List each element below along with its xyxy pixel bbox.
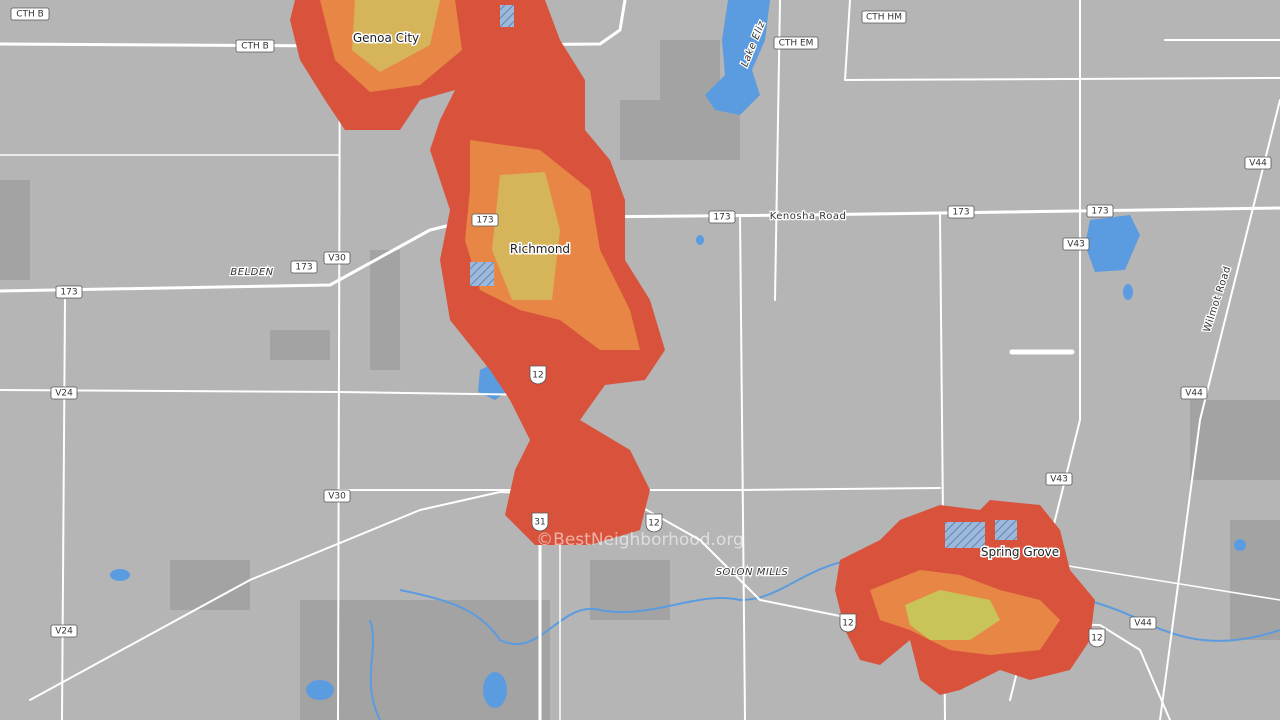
shield-label: 173 — [60, 288, 77, 298]
shield — [1045, 472, 1073, 486]
shields: CTH B CTH B CTH EM CTH HM V30 V30 V24 V24 V43 V43… — [10, 7, 1272, 648]
shield-label: 173 — [1091, 207, 1108, 217]
shield — [10, 7, 50, 21]
shield — [1086, 204, 1114, 218]
shield — [290, 260, 318, 274]
shield-label: CTH B — [241, 42, 269, 52]
road-label: Wilmot Road — [1202, 265, 1234, 334]
road-label: Kenosha Road — [770, 211, 847, 222]
place-labels: Genoa City Richmond Spring Grove — [351, 30, 1060, 561]
shield-label: 173 — [476, 216, 493, 226]
shield-label: 12 — [648, 519, 659, 529]
shield — [1088, 628, 1106, 648]
shield-label: CTH HM — [866, 13, 902, 23]
heatmap — [290, 0, 1095, 695]
shield-label: V24 — [55, 627, 73, 637]
road-label: BELDEN — [230, 267, 273, 278]
road-label: SOLON MILLS — [716, 567, 789, 578]
shield-label: V44 — [1185, 389, 1203, 399]
shield-label: CTH EM — [779, 39, 814, 49]
shield — [531, 512, 549, 532]
shield-label: 12 — [842, 619, 853, 629]
place-label: Richmond — [510, 242, 570, 256]
shield — [529, 365, 547, 385]
shield-label: V44 — [1134, 619, 1152, 629]
shield-label: 12 — [1091, 634, 1102, 644]
shield-label: 173 — [295, 263, 312, 273]
shield — [50, 624, 78, 638]
shield — [1244, 156, 1272, 170]
shield-label: V30 — [328, 492, 346, 502]
shield — [839, 613, 857, 633]
shield — [861, 10, 907, 24]
shield-label: 12 — [532, 371, 543, 381]
shield-label: V24 — [55, 389, 73, 399]
watermark: ©BestNeighborhood.org — [536, 530, 744, 550]
shield-label: 31 — [534, 518, 545, 528]
shield-label: CTH B — [16, 10, 44, 20]
shield — [947, 205, 975, 219]
shield-label: V30 — [328, 254, 346, 264]
shield-label: V43 — [1050, 475, 1068, 485]
shield — [50, 386, 78, 400]
shield — [235, 39, 275, 53]
shield — [708, 210, 736, 224]
place-label: Spring Grove — [981, 545, 1059, 559]
shield — [55, 285, 83, 299]
shield — [1062, 237, 1090, 251]
shield — [471, 213, 499, 227]
shield-label: V43 — [1067, 240, 1085, 250]
shield-label: 173 — [952, 208, 969, 218]
shield-label: V44 — [1249, 159, 1267, 169]
shield — [1129, 616, 1157, 630]
shield — [323, 489, 351, 503]
shield — [323, 251, 351, 265]
place-label: Genoa City — [353, 31, 419, 45]
shield-label: 173 — [713, 213, 730, 223]
shield — [1180, 386, 1208, 400]
shield — [645, 513, 663, 533]
shield — [773, 36, 819, 50]
